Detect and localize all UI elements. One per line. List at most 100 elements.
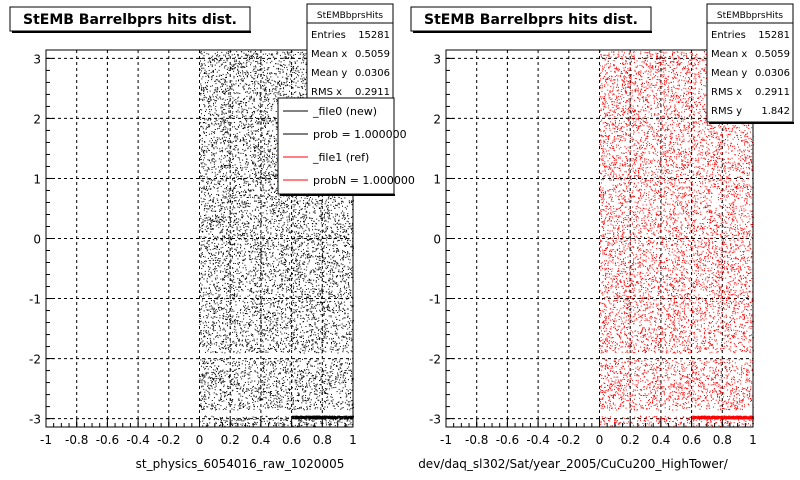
scatter-point	[228, 333, 230, 335]
scatter-point	[213, 300, 215, 302]
scatter-point	[254, 140, 256, 142]
scatter-point	[226, 59, 228, 61]
scatter-point	[225, 363, 227, 365]
scatter-point	[216, 378, 217, 380]
scatter-point	[327, 198, 329, 200]
scatter-point	[249, 97, 251, 99]
scatter-point	[295, 328, 297, 330]
scatter-point	[284, 52, 286, 54]
scatter-point	[303, 352, 305, 354]
scatter-point	[272, 314, 274, 316]
scatter-point	[283, 246, 285, 248]
scatter-point	[324, 224, 326, 226]
chart-panel-0: -1 -0.8 -0.6 -0.4 -0.2 0 0.2 0.4 0.6 0.8 1-3-2-101…	[9, 3, 415, 471]
scatter-point	[203, 93, 205, 94]
scatter-point	[271, 79, 273, 81]
scatter-point	[210, 106, 212, 108]
scatter-point	[252, 123, 254, 125]
scatter-point	[257, 406, 258, 408]
scatter-point	[276, 416, 278, 418]
scatter-point	[220, 399, 221, 401]
scatter-point	[343, 255, 345, 257]
scatter-point	[238, 384, 240, 386]
scatter-point	[314, 225, 316, 227]
scatter-point	[229, 295, 231, 297]
scatter-point	[230, 114, 232, 116]
scatter-point	[201, 180, 203, 182]
scatter-point	[294, 348, 296, 350]
scatter-point	[224, 392, 226, 393]
scatter-point	[253, 68, 255, 70]
scatter-point	[254, 231, 255, 233]
scatter-point	[248, 84, 250, 86]
scatter-point	[222, 98, 224, 100]
scatter-point	[237, 178, 239, 180]
scatter-point	[346, 399, 348, 401]
scatter-point	[209, 384, 211, 386]
scatter-point	[257, 343, 258, 345]
scatter-point	[280, 368, 282, 370]
scatter-point	[299, 420, 301, 422]
scatter-point	[338, 223, 340, 225]
scatter-point	[333, 223, 335, 225]
scatter-point	[332, 347, 334, 349]
scatter-point	[266, 154, 268, 156]
scatter-point	[250, 246, 252, 248]
scatter-point	[243, 134, 245, 136]
scatter-point	[333, 240, 335, 242]
scatter-point	[303, 278, 305, 280]
scatter-point	[217, 298, 219, 300]
scatter-point	[294, 311, 296, 313]
scatter-point	[272, 316, 274, 318]
scatter-point	[286, 303, 288, 305]
scatter-point	[293, 333, 295, 335]
scatter-point	[341, 217, 343, 219]
scatter-point	[274, 424, 276, 426]
scatter-point	[288, 195, 290, 197]
scatter-point	[332, 278, 333, 280]
scatter-point	[270, 322, 272, 324]
scatter-point	[282, 300, 284, 302]
scatter-point	[226, 288, 227, 290]
scatter-point	[243, 194, 245, 196]
scatter-point	[297, 366, 299, 368]
scatter-point	[249, 311, 251, 313]
scatter-point	[312, 339, 314, 341]
scatter-point	[270, 331, 272, 332]
scatter-point	[266, 133, 268, 135]
scatter-point	[258, 380, 260, 382]
scatter-point	[257, 331, 259, 333]
scatter-point	[296, 252, 298, 254]
scatter-point	[336, 223, 338, 225]
scatter-point	[282, 229, 284, 231]
scatter-point	[330, 268, 332, 270]
scatter-point	[320, 301, 322, 303]
scatter-point	[332, 231, 334, 233]
scatter-point	[236, 316, 238, 318]
scatter-point	[316, 404, 317, 405]
scatter-point	[220, 389, 222, 391]
scatter-point	[226, 81, 228, 83]
scatter-point	[257, 306, 259, 308]
scatter-point	[220, 239, 222, 241]
scatter-point	[282, 287, 283, 289]
scatter-point	[221, 75, 222, 76]
scatter-point	[263, 361, 265, 363]
scatter-point	[240, 175, 242, 177]
scatter-point	[259, 181, 261, 183]
scatter-point	[327, 372, 329, 374]
scatter-point	[203, 310, 205, 312]
scatter-point	[320, 302, 322, 304]
scatter-point	[240, 66, 242, 68]
scatter-point	[213, 147, 215, 149]
scatter-point	[204, 154, 206, 156]
scatter-point	[319, 369, 321, 371]
scatter-point	[254, 112, 255, 114]
scatter-point	[261, 105, 263, 107]
scatter-point	[208, 376, 210, 378]
scatter-point	[219, 329, 221, 331]
scatter-point	[234, 243, 236, 245]
scatter-point	[313, 307, 315, 309]
scatter-point	[264, 202, 266, 204]
scatter-point	[258, 138, 260, 140]
